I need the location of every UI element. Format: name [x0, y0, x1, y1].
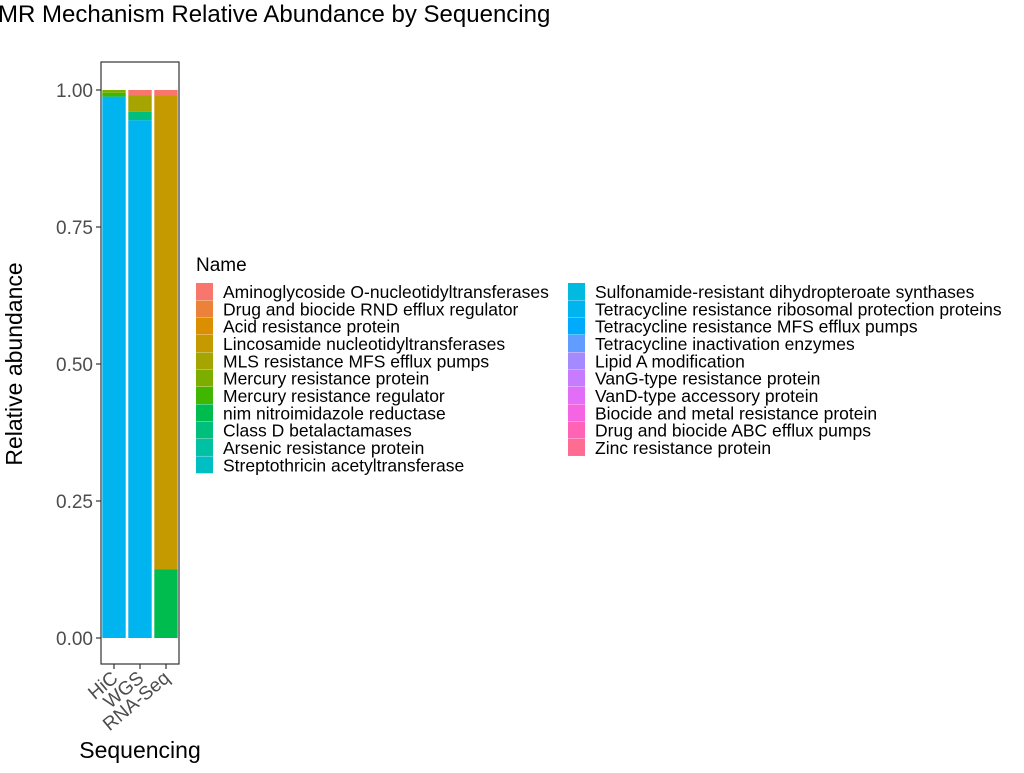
legend-label: VanD-type accessory protein: [595, 386, 818, 406]
legend-label: Drug and biocide ABC efflux pumps: [595, 421, 871, 441]
legend-label: VanG-type resistance protein: [595, 369, 820, 389]
legend-label: Streptothricin acetyltransferase: [223, 455, 464, 475]
bar-segment: [128, 95, 152, 112]
y-axis-label: Relative abundance: [1, 262, 27, 465]
legend-label: Tetracycline resistance MFS efflux pumps: [595, 317, 918, 337]
legend-key: [196, 456, 213, 474]
legend: Aminoglycoside O-nucleotidyltransferases…: [196, 282, 1002, 475]
legend-label: Lincosamide nucleotidyltransferases: [223, 334, 505, 354]
legend-key: [568, 300, 585, 318]
y-tick-label: 0.50: [56, 355, 93, 376]
legend-label: Class D betalactamases: [223, 421, 412, 441]
legend-title: Name: [196, 255, 247, 276]
y-tick-label: 1.00: [56, 81, 93, 102]
legend-key: [196, 369, 213, 387]
bar-segment: [102, 90, 126, 93]
y-axis: 0.00 0.25 0.50 0.75 1.00: [56, 81, 101, 650]
bar-segment: [128, 111, 152, 121]
bar-segment: [102, 96, 126, 638]
legend-key: [568, 386, 585, 404]
legend-label: Tetracycline inactivation enzymes: [595, 334, 855, 354]
bar-segment: [102, 92, 126, 97]
legend-label: Mercury resistance protein: [223, 369, 429, 389]
legend-label: Zinc resistance protein: [595, 438, 771, 458]
legend-label: MLS resistance MFS efflux pumps: [223, 351, 489, 371]
legend-key: [196, 334, 213, 352]
x-axis-label: Sequencing: [79, 737, 201, 763]
legend-key: [196, 404, 213, 422]
legend-label: Mercury resistance regulator: [223, 386, 445, 406]
legend-key: [196, 421, 213, 439]
legend-label: Aminoglycoside O-nucleotidyltransferases: [223, 282, 549, 302]
legend-label: Lipid A modification: [595, 351, 745, 371]
bar-segment: [154, 90, 178, 96]
legend-key: [568, 334, 585, 352]
legend-label: Arsenic resistance protein: [223, 438, 424, 458]
legend-key: [196, 283, 213, 300]
legend-key: [196, 317, 213, 335]
legend-key: [568, 421, 585, 439]
bars-layer: [102, 90, 178, 638]
legend-label: Sulfonamide-resistant dihydropteroate sy…: [595, 282, 975, 302]
legend-key: [568, 352, 585, 370]
legend-key: [196, 300, 213, 318]
legend-label: Acid resistance protein: [223, 317, 400, 337]
legend-key: [568, 438, 585, 456]
legend-label: Biocide and metal resistance protein: [595, 403, 877, 423]
y-tick-label: 0.25: [56, 492, 93, 513]
bar-segment: [154, 569, 178, 638]
legend-key: [196, 386, 213, 404]
bar-segment: [128, 90, 152, 96]
bar-segment: [154, 95, 178, 570]
legend-key: [568, 283, 585, 300]
legend-key: [196, 352, 213, 370]
legend-label: Drug and biocide RND efflux regulator: [223, 299, 519, 319]
legend-key: [568, 317, 585, 335]
y-tick-label: 0.75: [56, 218, 93, 239]
legend-label: nim nitroimidazole reductase: [223, 403, 446, 423]
chart-title: AMR Mechanism Relative Abundance by Sequ…: [0, 1, 550, 28]
y-tick-label: 0.00: [56, 629, 93, 650]
legend-key: [568, 369, 585, 387]
bar-segment: [128, 120, 152, 638]
legend-key: [568, 404, 585, 422]
legend-label: Tetracycline resistance ribosomal protec…: [595, 299, 1002, 319]
legend-key: [196, 438, 213, 456]
